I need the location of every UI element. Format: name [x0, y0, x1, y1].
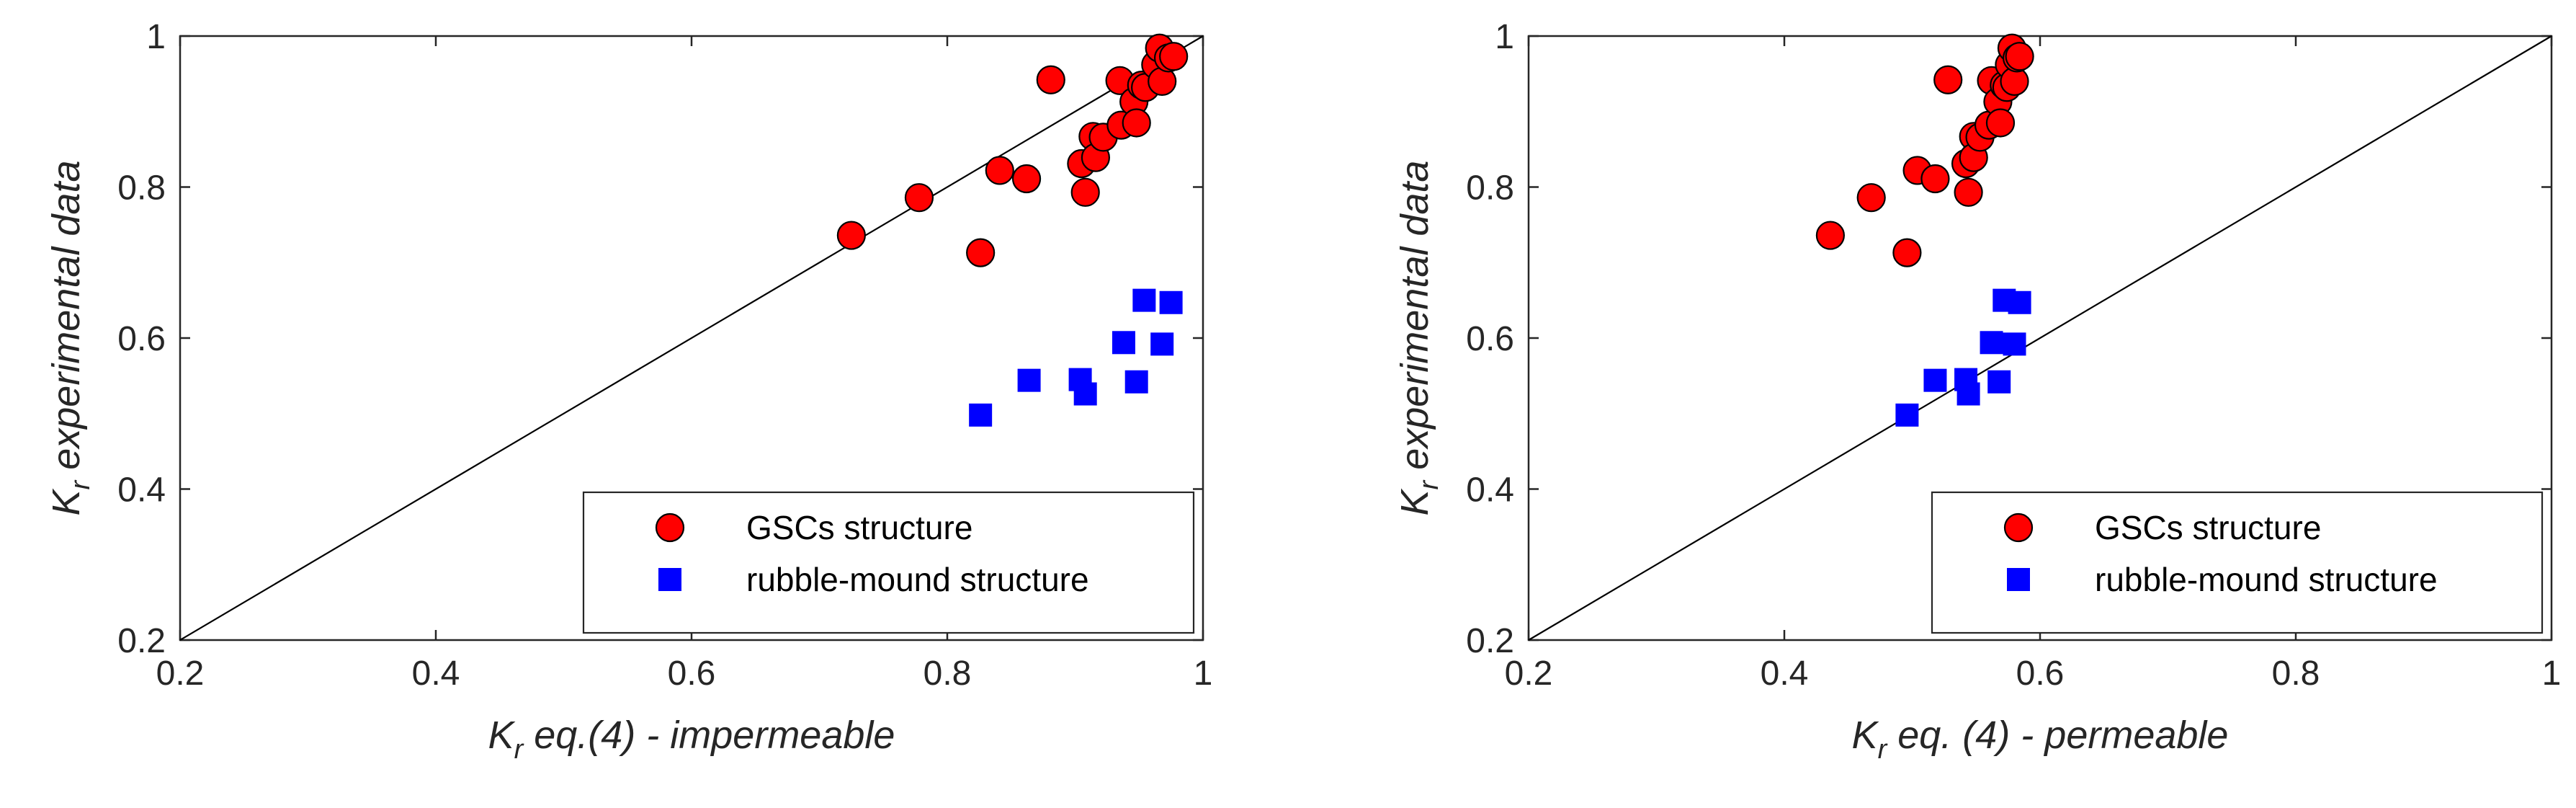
reference-line-1-to-1 — [1528, 35, 2552, 641]
rubble-mound-point — [2008, 290, 2031, 314]
rubble-mound-point — [1923, 368, 1947, 392]
x-tick-label: 0.4 — [412, 654, 460, 693]
y-axis-label-main: K — [45, 488, 88, 515]
y-tick-label: 0.4 — [117, 471, 166, 510]
gscs-point — [1011, 164, 1042, 194]
rubble-mound-point — [969, 403, 993, 427]
x-tick-label: 0.8 — [2272, 654, 2320, 693]
gscs-point — [1122, 108, 1151, 138]
legend-marker-circle — [2003, 512, 2034, 543]
y-tick-label: 1 — [1495, 18, 1514, 56]
y-tick-label: 0.8 — [117, 169, 166, 208]
y-tick-label: 0.2 — [1466, 622, 1514, 660]
legend: GSCs structure rubble-mound structure — [1931, 491, 2544, 634]
rubble-mound-point — [1159, 290, 1183, 314]
y-axis-label-main: K — [1393, 488, 1436, 515]
gscs-point — [1815, 221, 1845, 250]
y-tick-label: 0.6 — [1466, 320, 1514, 358]
x-tick-label: 0.2 — [156, 654, 205, 693]
y-axis-label-rest: experimental data — [45, 161, 88, 481]
x-axis-label-main: K — [1852, 714, 1879, 757]
rubble-mound-point — [1956, 382, 1980, 406]
legend-marker-circle — [655, 512, 685, 543]
series-gscs — [1815, 33, 2034, 267]
legend-marker-square — [2007, 568, 2030, 591]
y-tick-label: 0.8 — [1466, 169, 1514, 208]
gscs-point — [1856, 183, 1886, 213]
gscs-point — [1954, 177, 1983, 207]
y-axis-label-subscript: r — [66, 479, 96, 489]
x-axis-label: Kr eq.(4) - impermeable — [488, 714, 895, 765]
rubble-mound-point — [1980, 331, 2003, 355]
x-axis-label-subscript: r — [1878, 734, 1888, 765]
x-tick-label: 0.8 — [923, 654, 972, 693]
gscs-point — [985, 156, 1014, 185]
reference-line-1-to-1 — [179, 35, 1204, 641]
legend-entry-label: GSCs structure — [2095, 509, 2321, 546]
rubble-mound-point — [1017, 368, 1041, 392]
x-axis-label: Kr eq. (4) - permeable — [1852, 714, 2229, 765]
gscs-point — [1159, 42, 1189, 71]
chart-panel-left: 0.2 0.4 0.6 0.8 1 0.2 0.4 0.6 0.8 1 GSCs structure… — [45, 18, 1212, 765]
legend-frame — [582, 491, 1195, 634]
gscs-point — [836, 221, 866, 250]
y-tick-label: 0.2 — [117, 622, 166, 660]
rubble-mound-point — [1150, 332, 1174, 356]
x-tick-label: 0.6 — [668, 654, 716, 693]
gscs-point — [1933, 65, 1963, 94]
rubble-mound-point — [1112, 331, 1135, 355]
rubble-mound-point — [1987, 370, 2011, 394]
gscs-point — [1036, 65, 1065, 94]
y-tick-label: 0.4 — [1466, 471, 1514, 510]
chart-panel-right: 0.2 0.4 0.6 0.8 1 0.2 0.4 0.6 0.8 1 GSCs structure… — [1393, 18, 2561, 765]
panels: 0.2 0.4 0.6 0.8 1 0.2 0.4 0.6 0.8 1 GSCs structure… — [45, 18, 2561, 765]
gscs-point — [1985, 108, 2016, 138]
y-tick-label: 1 — [146, 18, 166, 56]
x-tick-label: 0.4 — [1761, 654, 1809, 693]
y-axis-label: Kr experimental data — [1393, 161, 1444, 516]
x-axis-label-rest: eq.(4) - impermeable — [523, 714, 895, 757]
series-rubble-mound — [1895, 288, 2031, 427]
rubble-mound-point — [1132, 288, 1156, 312]
x-tick-label: 1 — [1194, 654, 1213, 693]
gscs-point — [1920, 164, 1950, 194]
y-axis-label-subscript: r — [1414, 479, 1444, 489]
rubble-mound-point — [1124, 370, 1148, 394]
legend-entry-label: GSCs structure — [746, 509, 972, 546]
series-gscs — [836, 33, 1189, 267]
x-tick-label: 0.6 — [2016, 654, 2065, 693]
y-axis-label: Kr experimental data — [45, 161, 96, 516]
legend-frame — [1931, 491, 2544, 634]
rubble-mound-point — [1895, 403, 1919, 427]
gscs-point — [2005, 42, 2034, 71]
gscs-point — [1070, 177, 1100, 207]
legend-marker-square — [658, 568, 681, 591]
legend-entry-label: rubble-mound structure — [2095, 561, 2438, 598]
rubble-mound-point — [1073, 382, 1097, 406]
x-tick-label: 1 — [2542, 654, 2562, 693]
gscs-point — [1892, 238, 1922, 267]
gscs-point — [966, 238, 996, 267]
legend: GSCs structure rubble-mound structure — [582, 491, 1195, 634]
rubble-mound-point — [2003, 332, 2026, 356]
y-tick-label: 0.6 — [117, 320, 166, 358]
x-axis-label-subscript: r — [514, 734, 524, 765]
x-axis-label-rest: eq. (4) - permeable — [1887, 714, 2228, 757]
x-tick-label: 0.2 — [1505, 654, 1553, 693]
x-axis-label-main: K — [488, 714, 516, 757]
legend-entry-label: rubble-mound structure — [746, 561, 1089, 598]
y-axis-label-rest: experimental data — [1393, 161, 1436, 481]
gscs-point — [904, 183, 934, 213]
series-rubble-mound — [969, 288, 1183, 427]
